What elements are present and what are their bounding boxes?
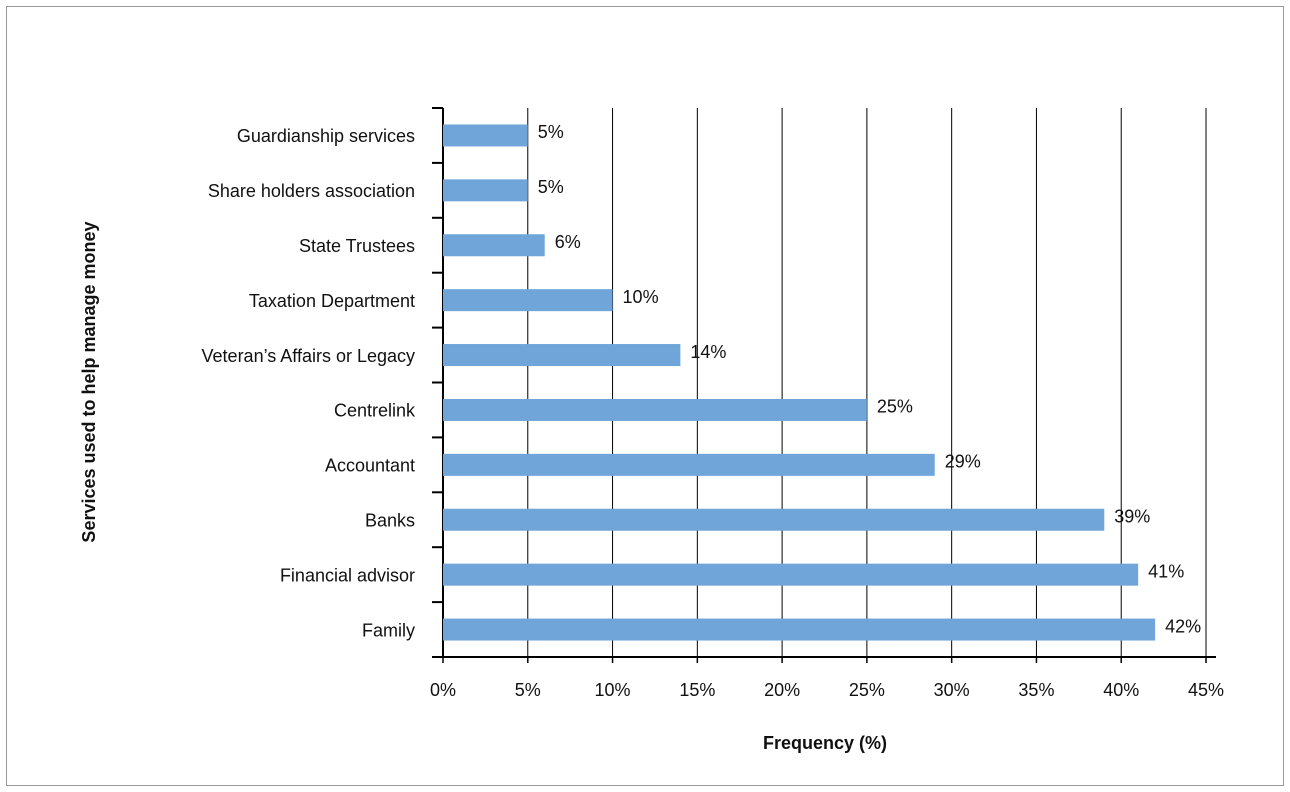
y-tick-label: Taxation Department <box>249 291 415 311</box>
value-label: 14% <box>690 342 726 362</box>
value-label: 39% <box>1114 507 1150 527</box>
y-axis-title: Services used to help manage money <box>79 221 99 542</box>
bar <box>443 398 867 421</box>
x-tick-label: 5% <box>515 680 541 700</box>
bar <box>443 453 935 476</box>
bar <box>443 179 528 202</box>
y-tick-label: Accountant <box>325 456 415 476</box>
x-tick-label: 25% <box>849 680 885 700</box>
x-tick-label: 20% <box>764 680 800 700</box>
value-label: 5% <box>538 177 564 197</box>
bar <box>443 234 545 257</box>
x-tick-label: 10% <box>595 680 631 700</box>
x-tick-label: 30% <box>934 680 970 700</box>
value-label: 41% <box>1148 561 1184 581</box>
x-tick-label: 35% <box>1018 680 1054 700</box>
value-label: 6% <box>555 232 581 252</box>
value-label: 29% <box>945 452 981 472</box>
y-tick-label: Veteran’s Affairs or Legacy <box>202 346 415 366</box>
bar <box>443 344 681 367</box>
y-tick-label: Share holders association <box>208 181 415 201</box>
x-tick-label: 45% <box>1188 680 1224 700</box>
bar <box>443 124 528 147</box>
value-label: 42% <box>1165 616 1201 636</box>
x-tick-label: 40% <box>1103 680 1139 700</box>
y-tick-label: Guardianship services <box>237 126 415 146</box>
bar <box>443 508 1105 531</box>
x-tick-label: 0% <box>430 680 456 700</box>
x-tick-label: 15% <box>679 680 715 700</box>
value-label: 5% <box>538 122 564 142</box>
value-label: 10% <box>623 287 659 307</box>
bar <box>443 618 1156 641</box>
y-tick-label: Family <box>362 620 415 640</box>
y-tick-label: Banks <box>365 511 415 531</box>
bar <box>443 289 613 312</box>
y-tick-label: State Trustees <box>299 236 415 256</box>
bar <box>443 563 1139 586</box>
y-tick-label: Centrelink <box>334 401 416 421</box>
x-axis-title: Frequency (%) <box>763 733 887 753</box>
value-label: 25% <box>877 397 913 417</box>
y-tick-label: Financial advisor <box>280 565 415 585</box>
frame <box>6 6 1284 786</box>
